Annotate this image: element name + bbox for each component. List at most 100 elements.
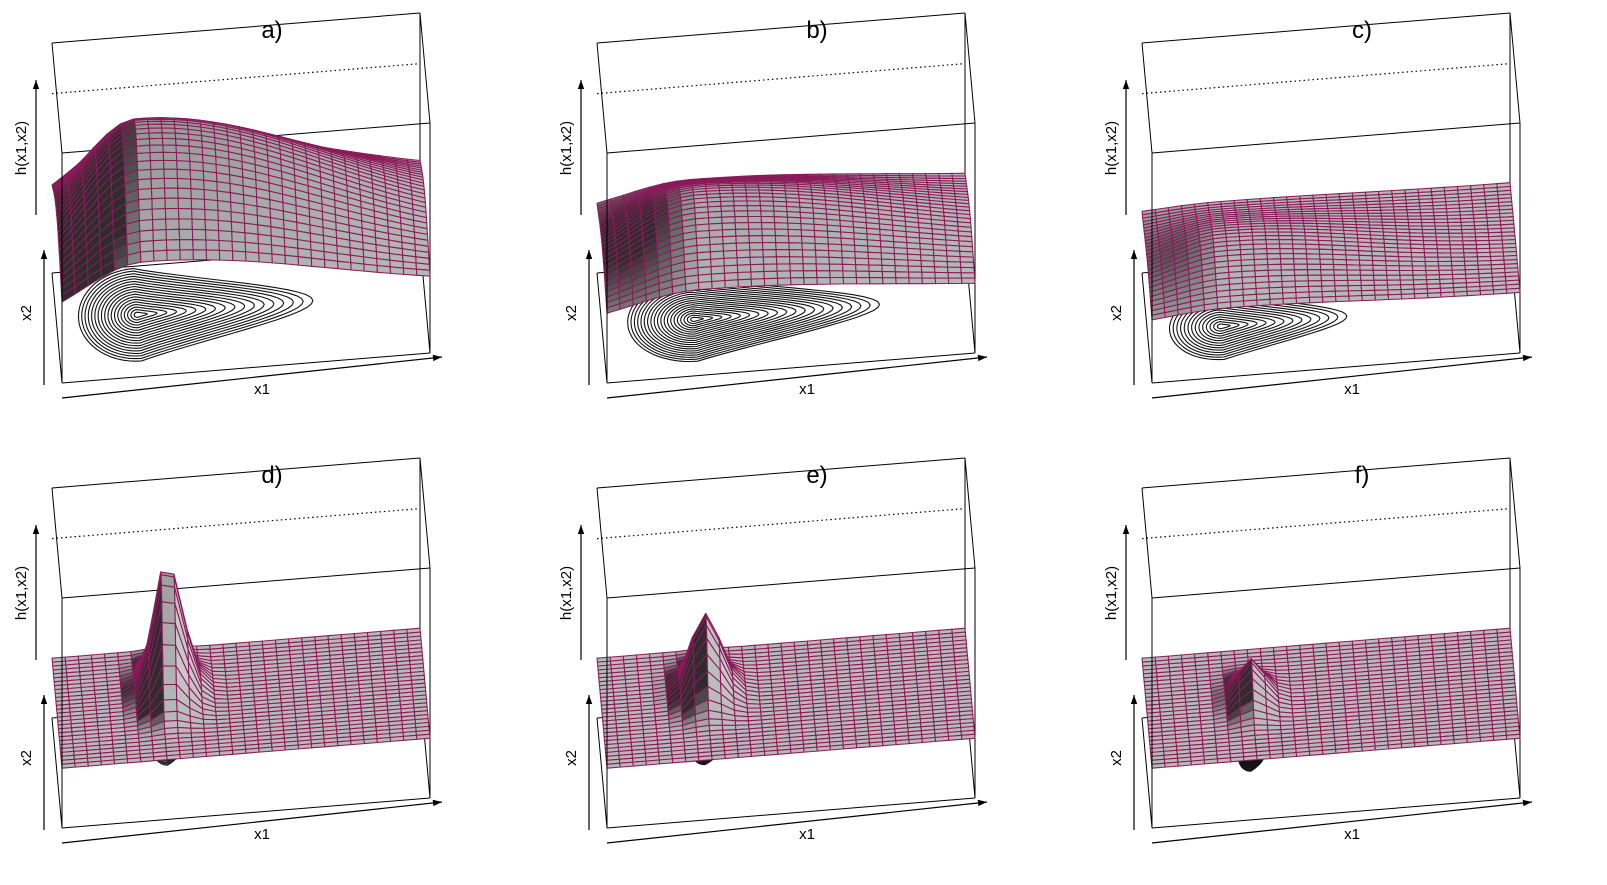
surface-facet [1360,284,1376,292]
surface-facet [205,239,220,251]
surface-facet [1332,258,1348,266]
chart-panel: c) x1 x2 h(x1,x2) [1090,0,1607,440]
surface-facet [814,242,830,252]
surface-facet [1267,269,1283,277]
surface-facet [257,243,273,255]
box-edge [964,457,976,569]
surface-facet [164,187,179,199]
surface-facet [827,243,843,252]
surface-facet [733,210,749,218]
surface-facet [1385,269,1401,276]
surface-facet [787,222,802,231]
surface-facet [908,277,923,285]
panel-title: e) [806,462,827,489]
surface-facet [1319,263,1335,271]
surface-facet [165,239,181,251]
surface-facet [1266,253,1282,260]
surface-facet [947,734,963,741]
contour-line [653,293,806,346]
surface-facet [747,210,762,218]
surface-facet [1358,259,1374,266]
surface-facet [205,750,221,757]
surface-facet [881,270,897,279]
surface-facet [161,644,177,667]
x1-axis-arrow [1151,356,1533,399]
surface-facet [934,277,950,285]
x1-axis-arrow-head [977,799,987,807]
box-edge [51,272,63,384]
surface-facet [750,278,766,287]
box-edge [596,717,608,829]
surface-facet [1411,256,1426,263]
surface-facet [789,263,804,272]
surface-facet [762,242,777,251]
surface-facet [137,168,152,181]
contour-line [650,291,816,348]
surface-facet [1346,264,1361,271]
contour-line [1191,306,1294,346]
surface-facet [908,271,923,279]
surface-facet [161,137,177,146]
surface-facet [934,735,950,742]
box-edge [1141,12,1511,44]
surface-facet [1282,297,1298,305]
z-axis-arrow-head [577,80,585,89]
surface-facet [947,266,962,274]
surface-facet [1347,279,1362,287]
surface-facet [828,256,844,265]
surface-facet [749,256,765,266]
surface-facet [881,258,896,267]
surface-facet [1279,248,1294,255]
reference-line [51,508,421,540]
y-axis-label: x2 [1108,305,1125,321]
surface-facet [1333,274,1349,282]
contour-line [676,308,742,331]
surface-facet [907,259,922,267]
x2-axis-arrow-head [40,695,48,704]
surface-facet [1292,253,1308,260]
surface-facet [231,240,247,253]
z-axis-arrow-head [32,525,40,534]
x1-axis-arrow-head [432,354,442,362]
contour-line [666,302,769,337]
surface-facet [1346,274,1362,281]
surface-facet [721,216,736,224]
surface-facet [139,756,155,763]
surface-facet [921,736,937,744]
surface-facet [814,236,829,245]
surface-facet [415,733,431,740]
surface-facet [350,262,365,272]
x2-axis-arrow-head [585,250,593,259]
contour-line [91,278,275,352]
surface-facet [774,228,790,237]
surface-facet [363,263,378,273]
box-edge [51,457,421,489]
surface-facet [230,221,246,234]
surface-facet [163,159,178,170]
contour-line [1213,321,1240,332]
contour-line [637,283,853,356]
surface-facet [710,257,725,268]
surface-facet [218,230,233,242]
surface-facet [1216,757,1232,764]
surface-facet [960,733,976,740]
surface-facet [1427,292,1442,299]
surface-facet [1306,263,1322,271]
surface-facet [760,215,776,224]
box-edge [964,12,976,124]
contour-line [130,309,158,321]
surface-facet [153,249,168,262]
surface-facet [790,277,805,286]
surface-facet [1265,243,1281,250]
surface-facet [1243,299,1258,308]
surface-facet [210,663,226,669]
surface-facet [177,207,193,220]
surface-facet [735,228,750,237]
surface-facet [138,198,153,211]
surface-facet [162,151,178,162]
surface-facet [1320,279,1336,287]
contour-line [1205,316,1258,337]
surface-facet [1266,248,1281,255]
surface-facet [1361,745,1376,752]
